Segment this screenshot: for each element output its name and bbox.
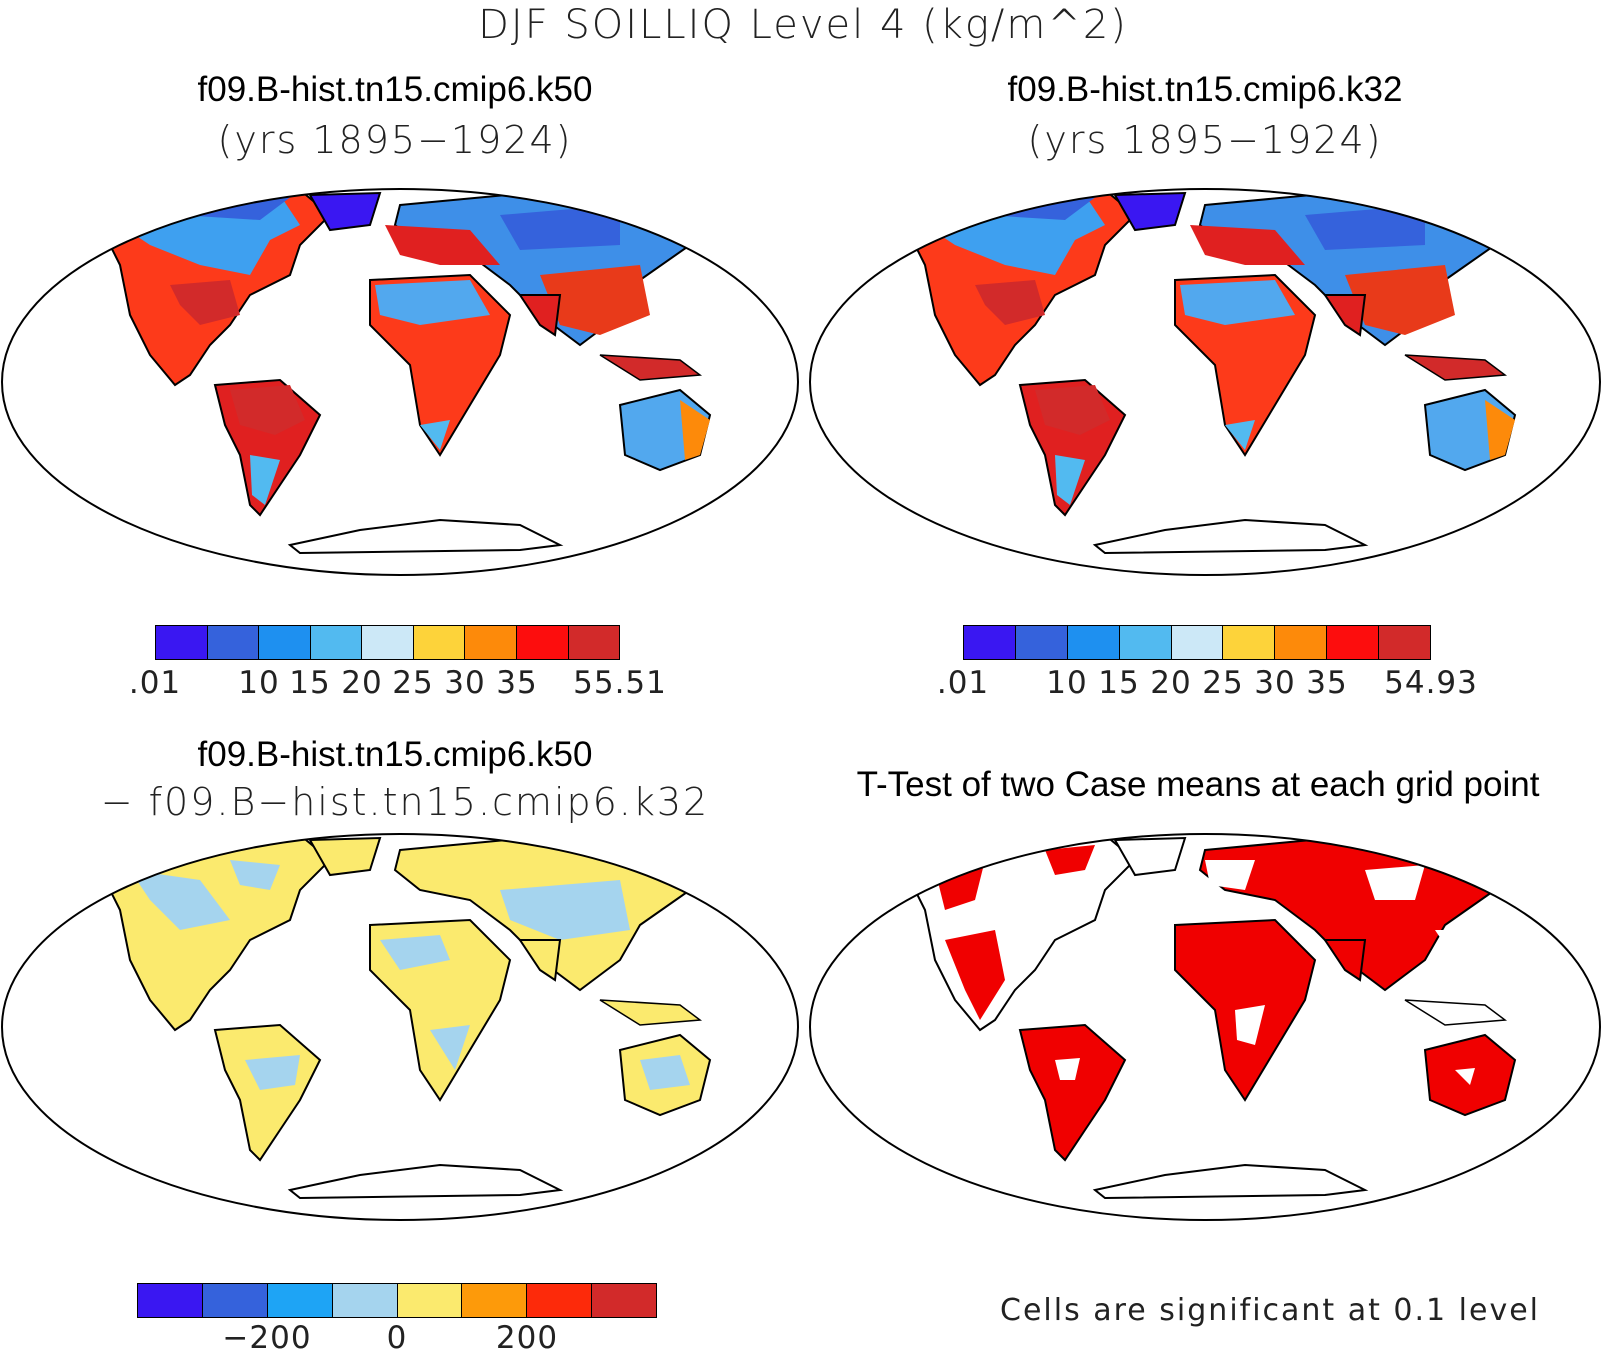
cbar3-tick: −200 xyxy=(222,1320,312,1356)
panel-2-title: f09.B-hist.tn15.cmip6.k32 xyxy=(1007,70,1403,109)
colorbar-swatch xyxy=(1015,626,1068,659)
figure-title: DJF SOILLIQ Level 4 (kg/m^2) xyxy=(478,2,1128,48)
cbar2-tick: 15 xyxy=(1098,665,1140,701)
india xyxy=(518,294,562,337)
india xyxy=(518,939,562,982)
colorbar-swatch xyxy=(465,626,517,659)
cbar1-tick: 25 xyxy=(392,665,434,701)
map-panel-3 xyxy=(1,833,799,1221)
colorbar-swatch xyxy=(156,626,208,659)
colorbar-swatch xyxy=(1327,626,1380,659)
colorbar-swatch xyxy=(310,626,363,659)
map-panel-4 xyxy=(809,833,1601,1221)
colorbar-swatch xyxy=(207,626,260,659)
cbar1-tick: 30 xyxy=(444,665,486,701)
panel-3-title: f09.B-hist.tn15.cmip6.k50 xyxy=(197,735,593,774)
antarctica xyxy=(287,518,564,555)
cbar2-tick: 30 xyxy=(1254,665,1296,701)
colorbar-panel-3 xyxy=(137,1283,657,1318)
greenland xyxy=(1113,191,1187,232)
cbar3-tick: 0 xyxy=(386,1320,408,1356)
colorbar-swatch xyxy=(964,626,1016,659)
cbar1-tick: 55.51 xyxy=(573,665,667,701)
colorbar-swatch xyxy=(267,1284,333,1317)
cbar1-tick: 15 xyxy=(289,665,331,701)
antarctica xyxy=(1092,1163,1369,1200)
panel-1-subtitle: (yrs 1895−1924) xyxy=(217,118,573,162)
cbar2-tick: 10 xyxy=(1046,665,1088,701)
colorbar-swatch xyxy=(516,626,569,659)
se-asia xyxy=(1404,354,1508,381)
colorbar-swatch xyxy=(1275,626,1328,659)
north-america xyxy=(98,834,332,1032)
cbar2-tick: 54.93 xyxy=(1384,665,1478,701)
panel-3-subtitle: − f09.B−hist.tn15.cmip6.k32 xyxy=(100,780,710,824)
greenland xyxy=(308,836,382,877)
map-panel-1 xyxy=(1,188,799,576)
cbar3-tick: 200 xyxy=(495,1320,559,1356)
colorbar-swatch xyxy=(1379,626,1431,659)
cbar2-tick: 20 xyxy=(1150,665,1192,701)
south-america xyxy=(1018,1023,1127,1162)
colorbar-panel-2 xyxy=(963,625,1431,660)
panel-1-title: f09.B-hist.tn15.cmip6.k50 xyxy=(197,70,593,109)
colorbar-swatch xyxy=(413,626,466,659)
colorbar-swatch xyxy=(527,1284,593,1317)
south-america xyxy=(213,1023,322,1162)
colorbar-swatch xyxy=(362,626,414,659)
colorbar-swatch xyxy=(1067,626,1120,659)
colorbar-swatch xyxy=(1171,626,1224,659)
cbar1-tick: 20 xyxy=(341,665,383,701)
se-asia xyxy=(599,354,703,381)
colorbar-swatch xyxy=(462,1284,528,1317)
map-panel-2 xyxy=(809,188,1601,576)
colorbar-swatch xyxy=(592,1284,656,1317)
colorbar-swatch xyxy=(259,626,311,659)
north-america xyxy=(903,834,1137,1032)
se-asia xyxy=(599,999,703,1026)
antarctica xyxy=(287,1163,564,1200)
india xyxy=(1323,939,1367,982)
india xyxy=(1323,294,1367,337)
cbar1-tick: 35 xyxy=(496,665,538,701)
greenland xyxy=(308,191,382,232)
colorbar-swatch xyxy=(138,1284,203,1317)
cbar1-tick: 10 xyxy=(238,665,280,701)
se-asia xyxy=(1404,999,1508,1026)
colorbar-swatch xyxy=(332,1284,398,1317)
panel-2-subtitle: (yrs 1895−1924) xyxy=(1027,118,1383,162)
colorbar-swatch xyxy=(1223,626,1276,659)
significance-note: Cells are significant at 0.1 level xyxy=(1000,1293,1541,1328)
colorbar-swatch xyxy=(1119,626,1172,659)
antarctica xyxy=(1092,518,1369,555)
cbar1-tick: .01 xyxy=(128,665,182,701)
colorbar-swatch xyxy=(202,1284,268,1317)
colorbar-panel-1 xyxy=(155,625,620,660)
cbar2-tick: 25 xyxy=(1202,665,1244,701)
cbar2-tick: 35 xyxy=(1306,665,1348,701)
cbar2-tick: .01 xyxy=(936,665,990,701)
greenland xyxy=(1113,836,1187,877)
colorbar-swatch xyxy=(397,1284,463,1317)
colorbar-swatch xyxy=(568,626,620,659)
panel-4-title: T-Test of two Case means at each grid po… xyxy=(856,765,1540,804)
